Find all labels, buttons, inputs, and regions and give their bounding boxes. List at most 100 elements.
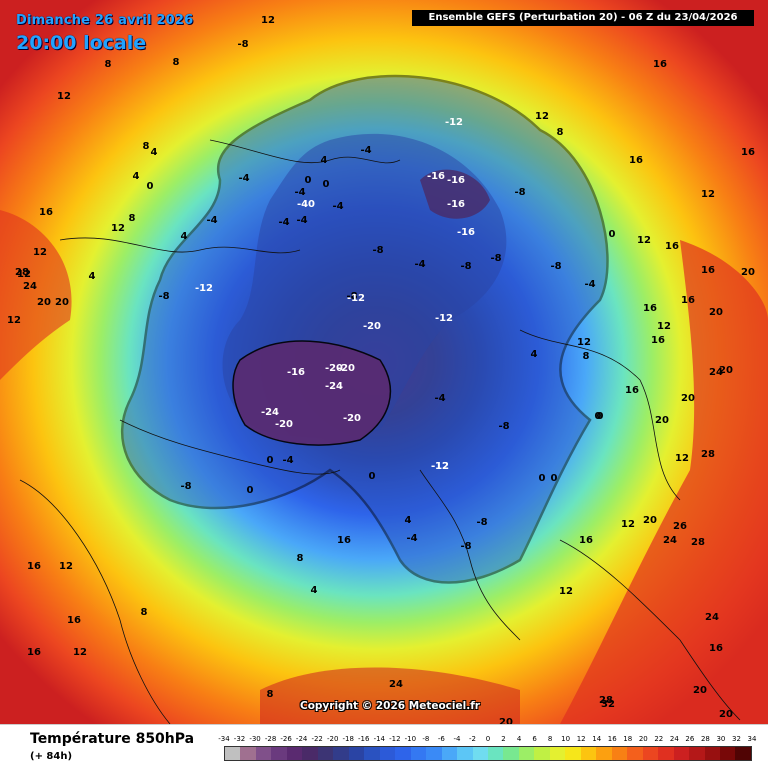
isotherm-label: 12 <box>7 315 21 326</box>
scale-tick-label: 20 <box>638 735 648 743</box>
scale-swatch <box>596 747 612 760</box>
scale-tick-label: -34 <box>218 735 230 743</box>
isotherm-label: -20 <box>343 413 361 424</box>
scale-swatch <box>503 747 519 760</box>
isotherm-label: -12 <box>445 117 463 128</box>
scale-tick-label: 28 <box>700 735 710 743</box>
scale-tick-label: -4 <box>453 735 461 743</box>
scale-swatch <box>286 747 303 760</box>
scale-swatch <box>472 747 488 760</box>
scale-tick-label: 6 <box>532 735 537 743</box>
scale-tick-label: 34 <box>747 735 757 743</box>
isotherm-label: 8 <box>583 351 590 362</box>
scale-swatch <box>642 747 659 760</box>
scale-swatch <box>611 747 628 760</box>
isotherm-label: 16 <box>651 335 665 346</box>
isotherm-label: 16 <box>665 241 679 252</box>
scale-swatch <box>348 747 365 760</box>
date-title: Dimanche 26 avril 2026 <box>16 13 194 28</box>
scale-tick-label: -12 <box>389 735 401 743</box>
scale-tick-label: -26 <box>280 735 292 743</box>
warm-region-west <box>0 210 72 380</box>
isotherm-label: 20 <box>55 297 69 308</box>
isotherm-label: -12 <box>347 293 365 304</box>
scale-tick-label: -24 <box>295 735 308 743</box>
scale-swatch <box>317 747 334 760</box>
isotherm-label: -8 <box>498 421 509 432</box>
parameter-title: Température 850hPa <box>30 731 195 747</box>
scale-swatch <box>673 747 690 760</box>
isotherm-label: -8 <box>372 245 383 256</box>
isotherm-label: -12 <box>431 461 449 472</box>
isotherm-label: 12 <box>577 337 591 348</box>
isotherm-label: 12 <box>17 269 31 280</box>
isotherm-label: 26 <box>673 521 687 532</box>
isotherm-label: 16 <box>27 647 41 658</box>
isotherm-label: 4 <box>181 231 188 242</box>
isotherm-label: -4 <box>278 217 289 228</box>
scale-tick-label: -14 <box>373 735 385 743</box>
isotherm-label: -8 <box>237 39 248 50</box>
isotherm-label: 0 <box>369 471 376 482</box>
scale-tick-label: -8 <box>422 735 430 743</box>
cold-pocket-north <box>420 169 490 219</box>
isotherm-label: 20 <box>643 515 657 526</box>
isotherm-label: -4 <box>414 259 425 270</box>
scale-swatch <box>271 747 287 760</box>
isotherm-label: 8 <box>267 689 274 700</box>
scale-tick-label: 30 <box>716 735 726 743</box>
isotherm-label: 16 <box>27 561 41 572</box>
scale-swatch <box>580 747 597 760</box>
isotherm-label: 12 <box>57 91 71 102</box>
temperature-map: 12 -8 8 16 8 12 12 8 4 8 -12 16 12 -4 8 16 4 0 -4 4 -4 -16 -16… <box>0 0 768 724</box>
isotherm-label: 0 <box>539 473 546 484</box>
isotherm-label: 4 <box>133 171 140 182</box>
scale-tick-label: -30 <box>249 735 261 743</box>
scale-swatch <box>364 747 380 760</box>
isotherm-label: 0 <box>551 473 558 484</box>
isotherm-label: 16 <box>629 155 643 166</box>
scale-tick-label: 12 <box>576 735 586 743</box>
scale-swatch <box>240 747 256 760</box>
warm-region-south <box>260 667 520 724</box>
isotherm-label: -8 <box>346 291 357 302</box>
isotherm-label: 28 <box>691 537 705 548</box>
scale-swatch <box>302 747 318 760</box>
isotherm-label: 16 <box>643 303 657 314</box>
isotherm-label: -40 <box>297 199 315 210</box>
scale-swatch <box>658 747 674 760</box>
isotherm-label: -8 <box>476 517 487 528</box>
isotherm-label: -4 <box>296 215 307 226</box>
scale-tick-label: -10 <box>404 735 417 743</box>
lead-time: (+ 84h) <box>30 751 73 762</box>
isotherm-label: 0 <box>609 229 616 240</box>
isotherm-label: 4 <box>311 585 318 596</box>
legend-bar: Température 850hPa (+ 84h) -34 -32 -30 -28-… <box>0 724 768 769</box>
scale-swatch <box>704 747 720 760</box>
isotherm-label: 8 <box>143 141 150 152</box>
isotherm-label: 20 <box>693 685 707 696</box>
scale-swatch <box>441 747 458 760</box>
isotherm-label: -16 <box>457 227 475 238</box>
isotherm-label: 0 <box>147 181 154 192</box>
isotherm-label: 24 <box>23 281 37 292</box>
isotherm-label: -16 <box>427 171 445 182</box>
scale-tick-label: -32 <box>233 735 246 743</box>
isotherm-label: 24 <box>705 612 719 623</box>
scale-tick-label: 0 <box>485 735 491 743</box>
isotherm-label: 0 <box>595 411 602 422</box>
scale-swatch <box>333 747 349 760</box>
warm-region-east <box>560 240 768 724</box>
isotherm-label: 0 <box>267 455 274 466</box>
color-scale <box>224 746 752 761</box>
scale-tick-label: 8 <box>547 735 553 743</box>
isotherm-label: 12 <box>675 453 689 464</box>
scale-tick-label: -22 <box>311 735 323 743</box>
isotherm-label: -12 <box>435 313 453 324</box>
isotherm-label: 12 <box>111 223 125 234</box>
scale-swatch <box>689 747 705 760</box>
isotherm-label: 20 <box>709 307 723 318</box>
isotherm-label: -8 <box>514 187 525 198</box>
